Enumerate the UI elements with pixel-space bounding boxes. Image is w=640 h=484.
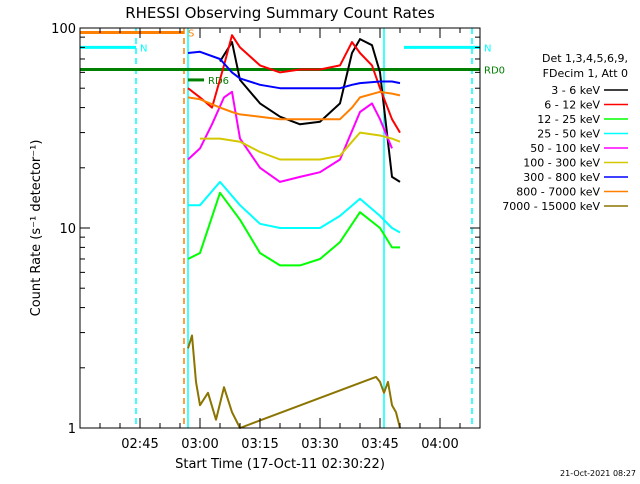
annotation-label: N xyxy=(484,43,491,54)
y-tick-label: 1 xyxy=(68,422,76,437)
legend-label-0: 3 - 6 keV xyxy=(551,84,600,97)
series-line-5 xyxy=(200,131,401,161)
legend: Det 1,3,4,5,6,9, FDecim 1, Att 0 3 - 6 k… xyxy=(502,52,628,213)
x-tick-label: 03:30 xyxy=(301,437,338,452)
legend-label-3: 25 - 50 keV xyxy=(537,128,600,141)
y-tick-label: 10 xyxy=(59,222,76,237)
axes: 1 10 100 02:45 03:00 03:15 03:30 03:45 04:00 xyxy=(51,22,480,452)
series-group xyxy=(187,34,401,429)
annotation-label: S xyxy=(188,28,194,39)
series-line-0 xyxy=(219,38,401,183)
series-line-3 xyxy=(188,180,401,234)
x-tick-label: 03:15 xyxy=(241,437,278,452)
x-tick-label: 02:45 xyxy=(121,437,158,452)
legend-label-8: 7000 - 15000 keV xyxy=(502,200,600,213)
series-line-1 xyxy=(187,34,401,134)
annotation-label: RD0 xyxy=(484,66,505,77)
x-tick-label: 03:00 xyxy=(181,437,218,452)
legend-label-5: 100 - 300 keV xyxy=(523,157,600,170)
legend-label-1: 6 - 12 keV xyxy=(544,99,600,112)
x-tick-label: 04:00 xyxy=(421,437,458,452)
series-line-2 xyxy=(187,191,400,267)
legend-label-4: 50 - 100 keV xyxy=(530,142,600,155)
annotation-label: N xyxy=(140,43,147,54)
series-line-7 xyxy=(187,90,401,121)
legend-label-6: 300 - 800 keV xyxy=(523,171,600,184)
y-axis-label: Count Rate (s⁻¹ detector⁻¹) xyxy=(29,140,44,317)
x-axis-label: Start Time (17-Oct-11 02:30:22) xyxy=(175,457,385,472)
timestamp: 21-Oct-2021 08:27 xyxy=(560,469,636,478)
legend-label-2: 12 - 25 keV xyxy=(537,113,600,126)
chart-title: RHESSI Observing Summary Count Rates xyxy=(125,4,435,22)
series-line-6 xyxy=(187,50,401,90)
series-line-4 xyxy=(187,90,393,183)
series-line-8 xyxy=(187,334,401,429)
legend-header-line-1: Det 1,3,4,5,6,9, xyxy=(542,52,628,65)
legend-label-7: 800 - 7000 keV xyxy=(516,186,600,199)
legend-header-line-2: FDecim 1, Att 0 xyxy=(543,67,628,80)
x-tick-label: 03:45 xyxy=(361,437,398,452)
y-tick-label: 100 xyxy=(51,22,76,37)
